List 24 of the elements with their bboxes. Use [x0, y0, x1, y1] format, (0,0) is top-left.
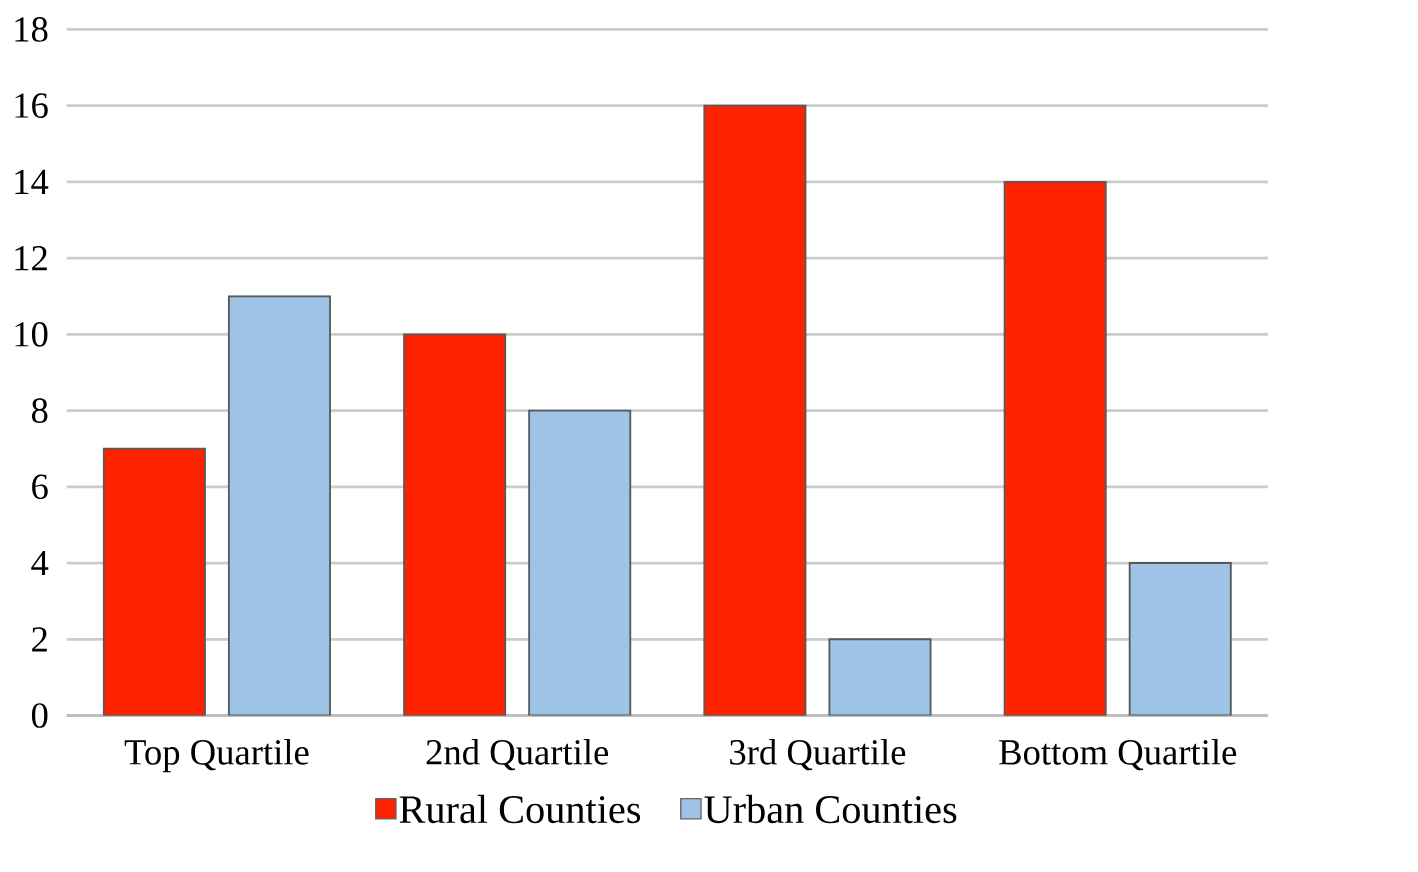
y-tick-label: 6: [32, 474, 48, 500]
legend-label: Urban Counties: [704, 794, 957, 824]
bar: [828, 638, 932, 716]
bar: [403, 333, 507, 716]
y-tick-label: 14: [15, 169, 49, 195]
x-tick-label: 2nd Quartile: [426, 739, 609, 771]
y-tick-label: 0: [31, 703, 48, 728]
y-tick-label: 8: [31, 398, 48, 424]
y-tick-label: 18: [15, 17, 48, 42]
bar: [102, 447, 206, 716]
bar: [528, 409, 632, 716]
y-tick-label: 2: [32, 627, 47, 652]
x-tick-label: 3rd Quartile: [730, 739, 906, 771]
bar: [1003, 181, 1107, 716]
bar: [227, 295, 331, 716]
x-tick-label: Top Quartile: [124, 739, 309, 773]
y-tick-label: 12: [15, 246, 47, 271]
y-tick-label: 10: [15, 322, 48, 347]
y-tick-label: 4: [31, 551, 49, 576]
x-tick-label: Bottom Quartile: [999, 739, 1237, 771]
bar: [703, 104, 807, 716]
legend-label: Rural Counties: [399, 794, 641, 824]
y-tick-label: 16: [15, 93, 48, 119]
bar: [1128, 562, 1232, 716]
